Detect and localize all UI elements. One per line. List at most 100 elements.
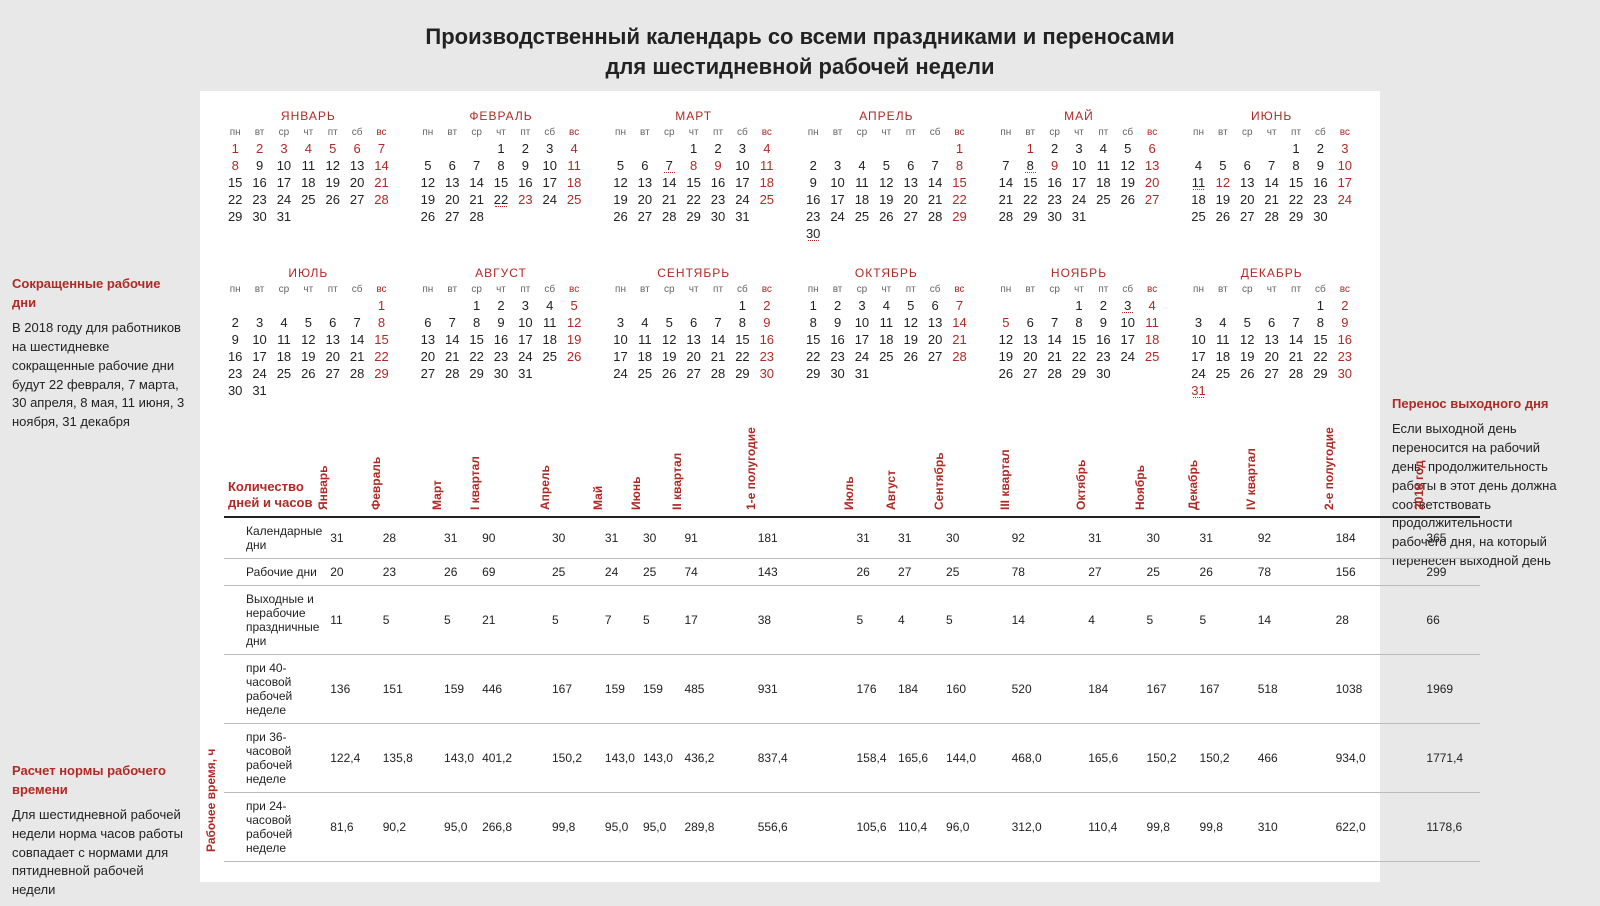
month-name: АВГУСТ bbox=[417, 266, 586, 280]
day-cell: 26 bbox=[297, 365, 319, 382]
day-cell: 2 bbox=[826, 297, 848, 314]
day-cell: 25 bbox=[1212, 365, 1234, 382]
cell: 436,2 bbox=[680, 724, 745, 793]
weekday-label: пт bbox=[514, 284, 536, 295]
note-short: Сокращенные рабочие дни В 2018 году для … bbox=[12, 275, 188, 432]
day-cell: 31 bbox=[731, 208, 753, 225]
cell: 1178,6 bbox=[1422, 793, 1480, 862]
cell: 25 bbox=[548, 559, 601, 586]
stats-table: Количество дней и часовЯнварьФевральМарт… bbox=[224, 427, 1480, 862]
col-header: Май bbox=[591, 486, 605, 510]
weekday-label: чт bbox=[490, 284, 512, 295]
day-cell: 14 bbox=[707, 331, 729, 348]
day-cell: 6 bbox=[682, 314, 704, 331]
cell: 1969 bbox=[1422, 655, 1480, 724]
day-cell: 20 bbox=[322, 348, 344, 365]
day-cell: 4 bbox=[1141, 297, 1163, 314]
day-cell: 23 bbox=[756, 348, 778, 365]
row-label: Рабочие дни bbox=[224, 559, 326, 586]
day-cell: 21 bbox=[658, 191, 680, 208]
day-cell: 30 bbox=[248, 208, 270, 225]
day-cell: 17 bbox=[248, 348, 270, 365]
day-cell: 22 bbox=[370, 348, 392, 365]
day-cell: 12 bbox=[1117, 157, 1139, 174]
day-cell: 5 bbox=[297, 314, 319, 331]
day-cell bbox=[1212, 140, 1234, 157]
day-cell: 29 bbox=[465, 365, 487, 382]
day-cell: 30 bbox=[826, 365, 848, 382]
cell: 401,2 bbox=[478, 724, 540, 793]
weekday-label: пт bbox=[1285, 127, 1307, 138]
day-cell: 22 bbox=[490, 191, 512, 208]
day-cell: 25 bbox=[1092, 191, 1114, 208]
day-cell: 11 bbox=[1187, 174, 1209, 191]
day-cell: 12 bbox=[297, 331, 319, 348]
day-cell bbox=[609, 297, 631, 314]
cell: 81,6 bbox=[326, 793, 378, 862]
day-cell bbox=[802, 140, 824, 157]
weekday-label: вс bbox=[756, 284, 778, 295]
day-cell: 16 bbox=[802, 191, 824, 208]
stats-side-label: Рабочее время, ч bbox=[204, 749, 218, 852]
day-cell: 5 bbox=[995, 314, 1017, 331]
day-cell: 11 bbox=[563, 157, 585, 174]
day-cell: 20 bbox=[346, 174, 368, 191]
day-cell: 14 bbox=[1260, 174, 1282, 191]
day-cell: 6 bbox=[924, 297, 946, 314]
day-cell: 8 bbox=[224, 157, 246, 174]
cell: 159 bbox=[440, 655, 478, 724]
day-cell bbox=[634, 297, 656, 314]
cell: 165,6 bbox=[894, 724, 942, 793]
day-cell: 19 bbox=[609, 191, 631, 208]
day-cell: 29 bbox=[224, 208, 246, 225]
weekday-label: ср bbox=[1236, 127, 1258, 138]
cell: 92 bbox=[1254, 517, 1324, 559]
cell: 7 bbox=[601, 586, 639, 655]
day-cell bbox=[1260, 297, 1282, 314]
day-cell: 30 bbox=[1334, 365, 1356, 382]
day-cell: 26 bbox=[1236, 365, 1258, 382]
col-header: Август bbox=[884, 470, 898, 510]
day-cell: 27 bbox=[900, 208, 922, 225]
day-cell bbox=[417, 140, 439, 157]
day-cell: 27 bbox=[682, 365, 704, 382]
day-cell: 22 bbox=[465, 348, 487, 365]
day-cell: 9 bbox=[826, 314, 848, 331]
day-cell: 12 bbox=[322, 157, 344, 174]
day-cell: 11 bbox=[273, 331, 295, 348]
cell: 122,4 bbox=[326, 724, 378, 793]
month: МАРТпнвтсрчтптсбвс1234567891011121314151… bbox=[609, 109, 778, 242]
note-short-body: В 2018 году для работ­ников на шестиднев… bbox=[12, 319, 188, 432]
day-cell: 23 bbox=[1043, 191, 1065, 208]
cell: 289,8 bbox=[680, 793, 745, 862]
day-cell: 24 bbox=[826, 208, 848, 225]
day-cell: 8 bbox=[1068, 314, 1090, 331]
cell: 66 bbox=[1422, 586, 1480, 655]
col-header: Март bbox=[430, 481, 444, 511]
day-cell: 10 bbox=[609, 331, 631, 348]
day-cell: 1 bbox=[682, 140, 704, 157]
day-cell bbox=[248, 297, 270, 314]
day-cell: 30 bbox=[802, 225, 824, 242]
cell: 25 bbox=[1143, 559, 1196, 586]
day-cell: 23 bbox=[1334, 348, 1356, 365]
day-cell: 15 bbox=[224, 174, 246, 191]
day-cell: 5 bbox=[875, 157, 897, 174]
day-cell: 9 bbox=[1334, 314, 1356, 331]
weekday-label: пн bbox=[802, 284, 824, 295]
weekday-label: вс bbox=[563, 284, 585, 295]
day-cell: 2 bbox=[707, 140, 729, 157]
day-cell: 21 bbox=[707, 348, 729, 365]
weekday-label: пн bbox=[1187, 284, 1209, 295]
day-cell: 13 bbox=[634, 174, 656, 191]
weekday-label: вс bbox=[948, 284, 970, 295]
cell: 95,0 bbox=[601, 793, 639, 862]
cell: 150,2 bbox=[1196, 724, 1254, 793]
weekday-label: вт bbox=[826, 127, 848, 138]
cell: 69 bbox=[478, 559, 540, 586]
day-cell: 9 bbox=[802, 174, 824, 191]
weekday-label: пн bbox=[802, 127, 824, 138]
day-cell: 28 bbox=[465, 208, 487, 225]
day-cell: 9 bbox=[756, 314, 778, 331]
cell: 266,8 bbox=[478, 793, 540, 862]
